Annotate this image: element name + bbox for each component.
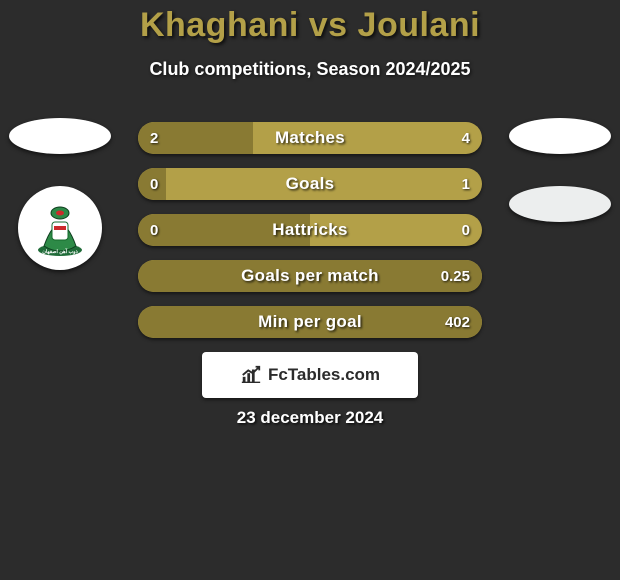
right-team-col — [500, 118, 620, 222]
stat-value-right: 0.25 — [441, 260, 470, 292]
svg-text:ذوب آهن اصفهان: ذوب آهن اصفهان — [42, 248, 78, 255]
stat-value-right: 0 — [462, 214, 470, 246]
left-team-col: ذوب آهن اصفهان — [0, 118, 120, 270]
stat-row-label: Min per goal — [138, 306, 482, 338]
stat-value-right: 4 — [462, 122, 470, 154]
comparison-card: Khaghani vs Joulani Club competitions, S… — [0, 0, 620, 580]
stat-row: Min per goal402 — [138, 306, 482, 338]
stat-value-left: 0 — [150, 168, 158, 200]
stat-value-left: 0 — [150, 214, 158, 246]
stat-row-label: Goals per match — [138, 260, 482, 292]
stat-row: Matches2 4 — [138, 122, 482, 154]
stat-row-label: Hattricks — [138, 214, 482, 246]
left-team-oval — [9, 118, 111, 154]
left-team-logo: ذوب آهن اصفهان — [18, 186, 102, 270]
crest-icon: ذوب آهن اصفهان — [28, 196, 92, 260]
stat-rows: Matches24Goals01Hattricks00Goals per mat… — [138, 122, 482, 338]
stat-row: Goals0 1 — [138, 168, 482, 200]
brand-text: FcTables.com — [268, 365, 380, 385]
date-text: 23 december 2024 — [237, 408, 384, 428]
stat-row-label: Matches — [138, 122, 482, 154]
subtitle: Club competitions, Season 2024/2025 — [0, 59, 620, 80]
stat-value-right: 402 — [445, 306, 470, 338]
stat-row-label: Goals — [138, 168, 482, 200]
stat-value-left: 2 — [150, 122, 158, 154]
right-team-oval-top — [509, 118, 611, 154]
right-team-oval-bottom — [509, 186, 611, 222]
stat-row: Hattricks0 0 — [138, 214, 482, 246]
stat-value-right: 1 — [462, 168, 470, 200]
page-title: Khaghani vs Joulani — [0, 0, 620, 45]
chart-icon — [240, 364, 262, 386]
stat-row: Goals per match0.25 — [138, 260, 482, 292]
brand-box: FcTables.com — [202, 352, 418, 398]
